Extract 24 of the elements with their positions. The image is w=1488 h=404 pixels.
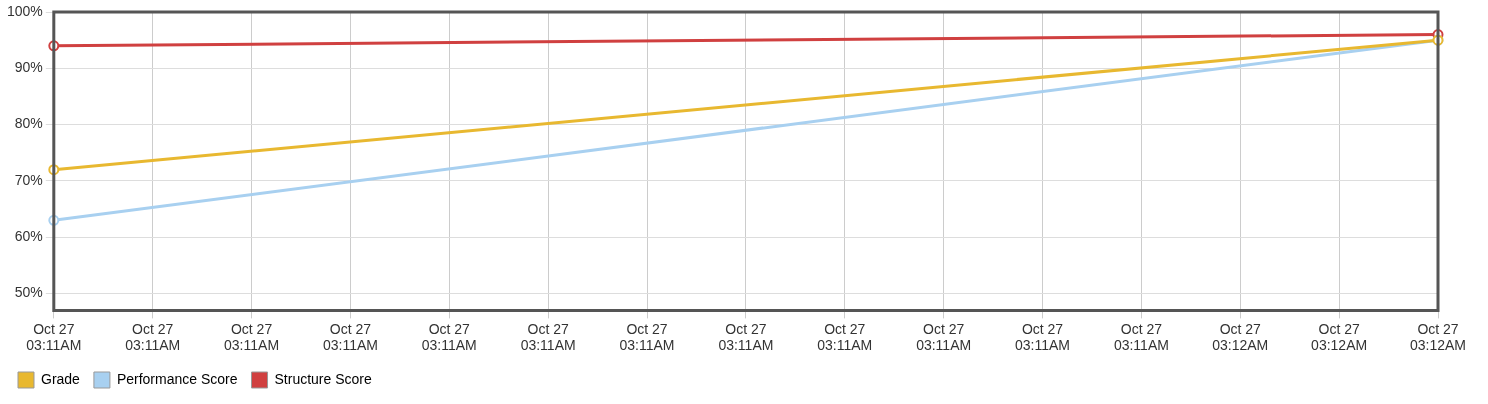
x-tick-label: Oct 27 03:11AM [619, 320, 675, 354]
y-tick-label: 50% [14, 284, 43, 301]
x-tick-label: Oct 27 03:11AM [322, 320, 378, 354]
x-tick-label: Oct 27 03:12AM [1409, 320, 1467, 354]
x-tick-label: Oct 27 03:11AM [421, 320, 477, 354]
legend-label: Structure Score [274, 370, 372, 387]
x-tick-label: Oct 27 03:11AM [916, 320, 972, 354]
x-tick-label: Oct 27 03:11AM [1015, 320, 1071, 354]
x-tick-label: Oct 27 03:12AM [1311, 320, 1368, 354]
legend-label: Grade [41, 370, 81, 387]
x-tick-label: Oct 27 03:11AM [520, 320, 576, 354]
x-tick-label: Oct 27 03:11AM [817, 320, 873, 354]
y-tick-label: 90% [14, 59, 43, 76]
x-tick-label: Oct 27 03:11AM [718, 320, 774, 354]
y-tick-label: 70% [14, 171, 43, 188]
legend-label: Performance Score [116, 370, 238, 387]
y-tick-label: 80% [14, 115, 43, 132]
y-tick-label: 60% [14, 228, 43, 245]
x-tick-label: Oct 27 03:11AM [224, 320, 280, 354]
x-tick-label: Oct 27 03:11AM [125, 320, 181, 354]
x-tick-label: Oct 27 03:11AM [26, 320, 82, 354]
x-tick-label: Oct 27 03:12AM [1212, 320, 1269, 354]
y-tick-label: 100% [6, 2, 43, 19]
x-tick-label: Oct 27 03:11AM [1113, 320, 1169, 354]
